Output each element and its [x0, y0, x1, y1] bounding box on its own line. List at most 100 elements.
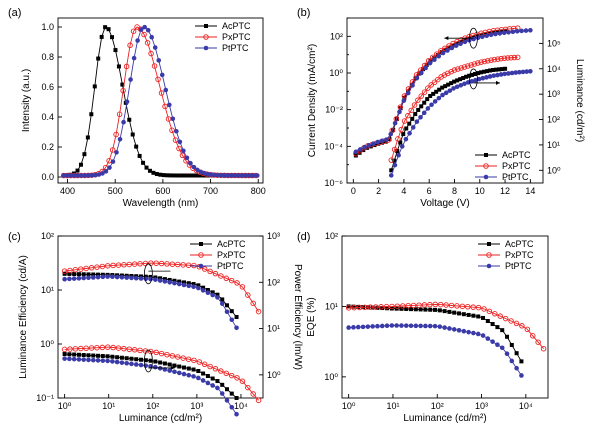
point — [93, 172, 98, 178]
point — [458, 41, 463, 47]
y-axis-label: Luminance Efficiency (cd/A) — [18, 255, 29, 379]
point — [524, 69, 529, 74]
point — [470, 304, 476, 310]
point — [106, 27, 111, 32]
point — [81, 353, 86, 358]
point — [435, 76, 441, 83]
point — [462, 81, 467, 87]
point — [219, 301, 225, 306]
point — [204, 24, 208, 28]
point — [179, 152, 186, 159]
arrowhead — [496, 80, 501, 85]
point — [127, 117, 132, 122]
point — [487, 74, 493, 79]
point — [250, 300, 256, 307]
point — [168, 173, 173, 178]
point — [191, 282, 196, 287]
point — [372, 304, 379, 310]
point — [461, 75, 466, 80]
point — [443, 84, 448, 89]
point — [191, 164, 197, 170]
legend-label-AcPTC: AcPTC — [222, 21, 251, 31]
point — [427, 323, 433, 329]
point — [471, 330, 476, 336]
point — [212, 172, 218, 178]
panel-label: (c) — [8, 231, 21, 243]
panel-label: (a) — [8, 7, 21, 19]
point — [71, 173, 77, 178]
point — [399, 323, 404, 328]
point — [497, 31, 503, 36]
point — [149, 34, 155, 40]
y-tick-label: 10⁻⁴ — [324, 141, 343, 151]
point — [456, 328, 462, 333]
point — [134, 144, 139, 149]
point — [184, 155, 190, 161]
y-tick-label: 10⁰ — [324, 372, 338, 382]
point — [445, 48, 450, 53]
point — [133, 362, 139, 367]
point — [99, 34, 104, 39]
point — [86, 275, 91, 281]
point — [353, 153, 358, 158]
point — [79, 173, 84, 178]
panel-c: 10⁰ 10¹ 10² 10³ 10⁴ 10⁻¹ 10⁰ 10¹ 10² 10⁰ 10¹ 10² 10³… — [8, 231, 303, 424]
point — [362, 144, 367, 150]
point — [62, 276, 67, 282]
point — [481, 306, 487, 312]
point — [378, 304, 384, 310]
point — [419, 104, 424, 109]
point — [385, 306, 390, 311]
point — [389, 303, 395, 310]
point — [497, 67, 502, 72]
point — [105, 358, 110, 364]
point — [384, 137, 389, 142]
point — [403, 323, 409, 328]
point — [473, 71, 478, 76]
point — [176, 145, 182, 152]
point — [83, 345, 89, 352]
point — [78, 266, 84, 272]
point — [131, 55, 137, 61]
point — [481, 315, 486, 320]
x-tick-label: 6 — [427, 186, 432, 196]
point — [207, 268, 213, 275]
x-axis-label: Luminance (cd/m²) — [119, 413, 202, 424]
y2-tick-label: 10⁰ — [267, 370, 281, 380]
point — [215, 385, 220, 391]
point — [78, 162, 83, 167]
point — [346, 325, 351, 330]
point — [174, 128, 179, 134]
point — [375, 305, 380, 310]
point — [356, 304, 361, 309]
point — [468, 62, 474, 68]
point — [129, 361, 134, 367]
point — [86, 272, 91, 277]
point — [124, 360, 130, 366]
point — [175, 173, 180, 178]
point — [186, 281, 191, 286]
point — [196, 285, 201, 291]
x-tick-label: 2 — [376, 186, 381, 196]
point — [404, 126, 409, 131]
point — [212, 270, 219, 277]
point — [466, 312, 471, 317]
point — [164, 261, 170, 267]
point — [432, 99, 438, 104]
point — [72, 352, 77, 357]
plot-frame — [341, 235, 549, 399]
point — [166, 102, 172, 108]
point — [62, 356, 67, 361]
point — [104, 344, 111, 350]
point — [528, 27, 533, 33]
point — [67, 267, 73, 274]
point — [215, 379, 220, 384]
point — [501, 30, 507, 36]
point — [418, 114, 423, 120]
point — [429, 102, 434, 108]
point — [137, 153, 142, 158]
x-tick-label: 10 — [475, 186, 485, 196]
point — [388, 157, 395, 163]
point — [431, 91, 436, 96]
point — [408, 107, 414, 114]
